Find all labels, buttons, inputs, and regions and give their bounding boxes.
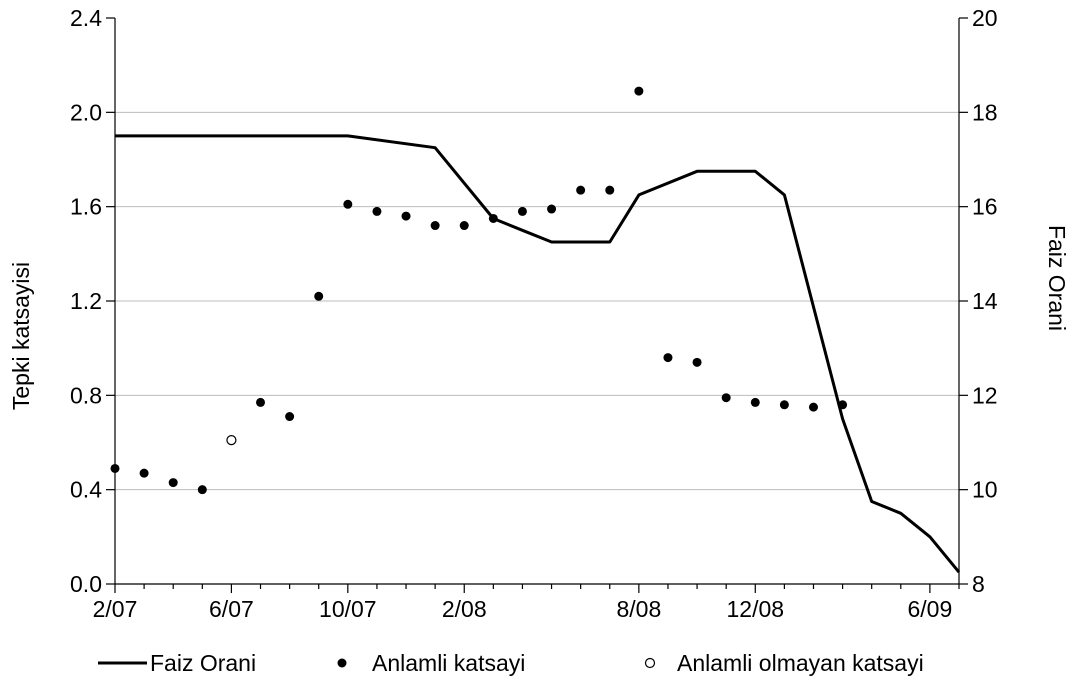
right-tick-label-6: 20	[972, 5, 998, 31]
filled-point-9	[401, 211, 411, 221]
x-tick-label-4: 8/08	[616, 596, 661, 622]
faiz-orani-polyline	[115, 134, 961, 574]
x-tick-label-6: 6/09	[908, 596, 953, 622]
coefficient-points	[110, 86, 848, 495]
right-tick-label-3: 14	[972, 288, 998, 314]
x-axis-ticks: 2/07 6/07 10/07 2/08 8/08 12/08 6/09	[93, 584, 960, 622]
right-axis-ticks: 8 10 12 14 16 18 20	[959, 5, 998, 597]
x-tick-label-3: 2/08	[442, 596, 487, 622]
right-axis-title: Faiz Orani	[1044, 225, 1070, 331]
filled-point-11	[459, 221, 469, 231]
legend-label-anlamli-katsayi: Anlamli katsayi	[372, 650, 525, 676]
filled-point-15	[576, 185, 586, 195]
filled-point-17	[634, 86, 644, 96]
filled-point-23	[808, 402, 818, 412]
legend-label-faiz-orani: Faiz Orani	[150, 650, 256, 676]
filled-point-3	[197, 485, 207, 495]
filled-point-8	[372, 206, 382, 216]
left-tick-label-5: 2.0	[70, 99, 102, 125]
filled-point-2	[168, 478, 178, 488]
legend-filled-dot	[337, 658, 347, 668]
legend-open-dot	[644, 657, 656, 669]
filled-point-22	[779, 400, 789, 410]
x-tick-label-1: 6/07	[209, 596, 254, 622]
right-tick-label-1: 10	[972, 477, 998, 503]
right-tick-label-0: 8	[972, 571, 985, 597]
filled-point-7	[343, 199, 353, 209]
legend-label-anlamli-olmayan-katsayi: Anlamli olmayan katsayi	[677, 650, 924, 676]
x-tick-label-5: 12/08	[726, 596, 784, 622]
filled-point-18	[663, 353, 673, 363]
filled-point-13	[517, 206, 527, 216]
left-axis-title: Tepki katsayisi	[8, 262, 34, 410]
left-axis-ticks: 0.0 0.4 0.8 1.2 1.6 2.0 2.4	[70, 5, 115, 597]
left-tick-label-4: 1.6	[70, 194, 102, 220]
filled-point-6	[314, 291, 324, 301]
filled-point-14	[547, 204, 557, 214]
left-tick-label-2: 0.8	[70, 382, 102, 408]
x-tick-label-2: 10/07	[319, 596, 377, 622]
left-tick-label-3: 1.2	[70, 288, 102, 314]
right-tick-label-4: 16	[972, 194, 998, 220]
left-tick-label-1: 0.4	[70, 477, 102, 503]
filled-point-19	[692, 357, 702, 367]
legend: Faiz Orani Anlamli katsayi Anlamli olmay…	[98, 650, 924, 676]
faiz-orani-line	[115, 134, 961, 574]
filled-point-10	[430, 221, 440, 231]
right-tick-label-5: 18	[972, 99, 998, 125]
right-tick-label-2: 12	[972, 382, 998, 408]
filled-point-1	[139, 468, 149, 478]
left-tick-label-6: 2.4	[70, 5, 102, 31]
filled-point-24	[838, 400, 848, 410]
left-tick-label-0: 0.0	[70, 571, 102, 597]
filled-point-21	[750, 397, 760, 407]
filled-point-0	[110, 463, 120, 473]
filled-point-4	[256, 397, 266, 407]
open-point-0	[226, 435, 237, 446]
filled-point-20	[721, 393, 731, 403]
x-tick-label-0: 2/07	[93, 596, 138, 622]
gridlines	[115, 111, 959, 491]
filled-point-12	[488, 213, 498, 223]
filled-point-5	[285, 412, 295, 422]
filled-point-16	[605, 185, 615, 195]
